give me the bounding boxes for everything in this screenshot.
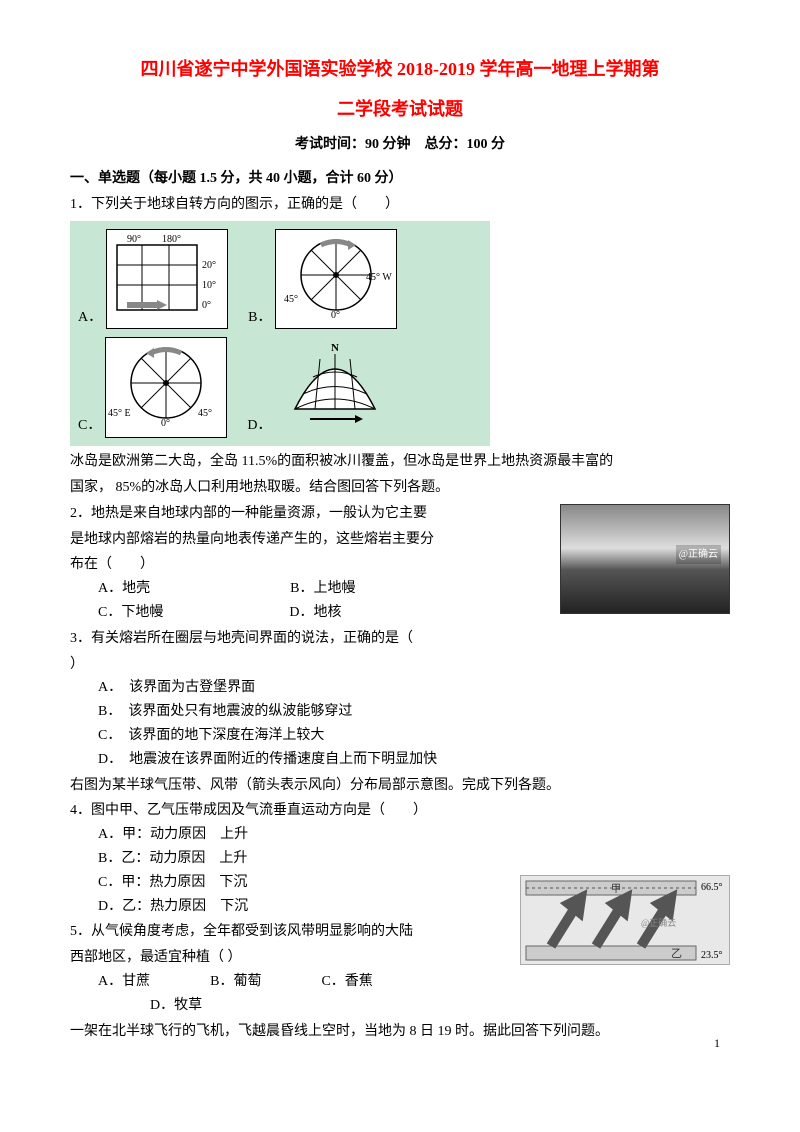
option-b-label: B． [248,306,271,330]
q2-opt-a: A．地壳 [98,577,150,601]
svg-text:甲: 甲 [611,884,621,895]
diagram-a: 90° 180° 20° 10° 0° [106,229,228,330]
q5-opt-a: A．甘蔗 [98,970,150,994]
q2-opt-b: B．上地幔 [290,577,355,601]
diagram-c: 45° E 0° 45° [105,337,227,438]
windbelt-diagram: 甲 乙 66.5° 23.5° @正确云 [520,875,730,965]
svg-text:66.5°: 66.5° [701,882,723,893]
watermark-icon: @正确云 [676,545,721,564]
diag-b-0: 0° [331,310,340,320]
diag-c-45: 45° [198,408,212,419]
q3-opt-c: C． 该界面的地下深度在海洋上较大 [70,724,730,748]
q5-opt-d: D．牧草 [70,994,730,1018]
svg-text:@正确云: @正确云 [641,917,676,928]
q2-opt-c: C．下地幔 [98,601,163,625]
title-line-1: 四川省遂宁中学外国语实验学校 2018-2019 学年高一地理上学期第 [70,50,730,90]
diag-c-45e: 45° E [108,408,131,419]
q3-opt-b: B． 该界面处只有地震波的纵波能够穿过 [70,700,730,724]
q5-opt-b: B．葡萄 [210,970,261,994]
diag-d-n: N [331,342,339,354]
passage-windbelt: 右图为某半球气压带、风带（箭头表示风向）分布局部示意图。完成下列各题。 [70,774,730,798]
option-c-label: C． [78,414,101,438]
figure-block-q1: A． 90° 180° 20° 10° 0° B． [70,221,490,447]
passage-iceland-2: 国家， 85%的冰岛人口利用地热取暖。结合图回答下列各题。 [70,476,730,500]
question-4: 4．图中甲、乙气压带成因及气流垂直运动方向是（ ） [70,799,730,823]
diag-a-10: 10° [202,280,216,291]
option-a-label: A． [78,306,102,330]
passage-iceland-1: 冰岛是欧洲第二大岛，全岛 11.5%的面积被冰川覆盖，但冰岛是世界上地热资源最丰… [70,450,730,474]
svg-text:乙: 乙 [671,947,682,960]
question-1: 1．下列关于地球自转方向的图示，正确的是（ ） [70,193,730,217]
diag-a-20: 20° [202,260,216,271]
q5-opt-c: C．香蕉 [321,970,372,994]
geothermal-photo: @正确云 [560,504,730,614]
option-d-label: D． [247,414,271,438]
diag-b-45w: 45° W [366,272,392,283]
question-3-line1: 3．有关熔岩所在圈层与地壳间界面的说法，正确的是（ [70,627,730,651]
q2-opt-d: D．地核 [289,601,341,625]
page-number: 1 [714,1033,720,1053]
diag-a-180: 180° [162,234,181,245]
q3-opt-a: A． 该界面为古登堡界面 [70,676,730,700]
diag-a-0: 0° [202,300,211,311]
diag-a-90: 90° [127,234,141,245]
diagram-b: 45° 0° 45° W [275,229,397,330]
q4-opt-a: A．甲：动力原因 上升 [70,823,730,847]
q4-opt-b: B．乙：动力原因 上升 [70,847,730,871]
diagram-d: N [275,339,395,438]
passage-airplane: 一架在北半球飞行的飞机，飞越晨昏线上空时，当地为 8 日 19 时。据此回答下列… [70,1020,730,1044]
question-3-line2: ） [70,653,730,677]
title-line-2: 二学段考试试题 [70,90,730,130]
q3-opt-d: D． 地震波在该界面附近的传播速度自上而下明显加快 [70,748,730,772]
exam-info: 考试时间：90 分钟 总分：100 分 [70,133,730,157]
section-1-heading: 一、单选题（每小题 1.5 分，共 40 小题，合计 60 分） [70,167,730,191]
diag-b-45: 45° [284,294,298,305]
svg-text:23.5°: 23.5° [701,950,723,961]
diag-c-0: 0° [161,418,170,428]
